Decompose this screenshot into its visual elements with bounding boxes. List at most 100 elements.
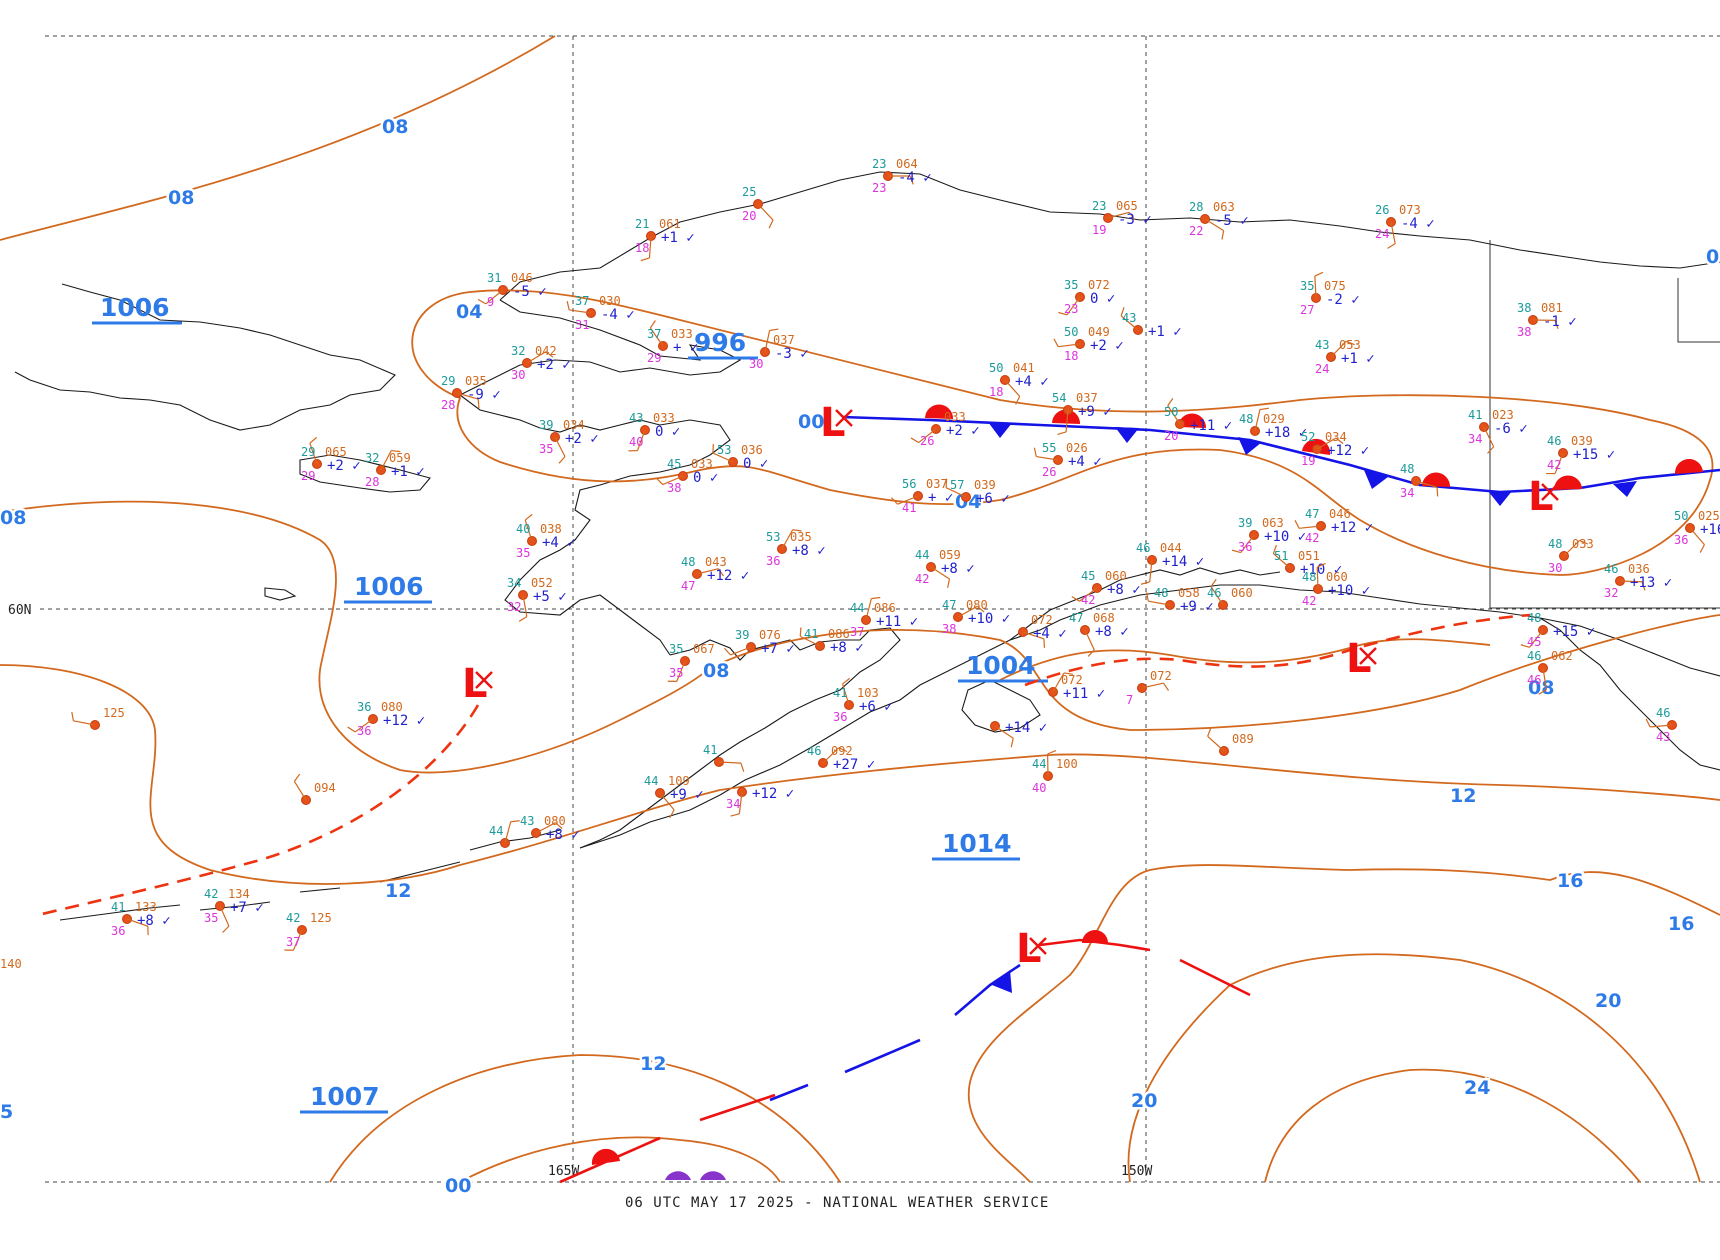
station-dewpoint: 30 bbox=[1548, 561, 1562, 575]
isobar-1016-south bbox=[329, 1054, 841, 1183]
wind-barb-flag bbox=[792, 529, 802, 532]
wind-barb-flag bbox=[1057, 431, 1067, 436]
low-center: L bbox=[1528, 474, 1559, 520]
station-plot: 53 035 36 +8 ✓ bbox=[766, 529, 826, 568]
isobar-label: 12 bbox=[385, 880, 411, 902]
station-dewpoint: 47 bbox=[681, 579, 695, 593]
station-pressure-tendency: +11 ✓ bbox=[876, 614, 918, 630]
wind-barb-flag bbox=[1538, 689, 1547, 695]
wind-barb bbox=[309, 443, 318, 465]
cold-front-symbols bbox=[988, 422, 1637, 506]
isobar-label: 5 bbox=[0, 1101, 13, 1123]
station-temperature: 46 bbox=[1547, 434, 1561, 448]
station-plot: 28 063 22 -5 ✓ bbox=[1189, 200, 1249, 240]
station-pressure-tendency: -3 ✓ bbox=[1118, 212, 1152, 228]
kenai-coast bbox=[1009, 567, 1281, 641]
station-dewpoint: 18 bbox=[989, 385, 1003, 399]
wind-barb-flag bbox=[649, 320, 656, 329]
wind-barb bbox=[730, 646, 752, 656]
station-pressure-tendency: +1 ✓ bbox=[1341, 351, 1375, 367]
station-dewpoint: 26 bbox=[920, 434, 934, 448]
station-pressure: 033 bbox=[691, 457, 713, 471]
wind-barb-flag bbox=[871, 596, 881, 600]
isobar-label: 140 bbox=[0, 957, 22, 971]
station-temperature: 51 bbox=[1274, 549, 1288, 563]
station-plot: 072 7 bbox=[1126, 669, 1172, 707]
station-temperature: 34 bbox=[507, 576, 521, 590]
station-dewpoint: 36 bbox=[1238, 540, 1252, 554]
wind-barb-flag bbox=[510, 820, 520, 823]
wind-barb-flag bbox=[669, 809, 675, 819]
wind-barb bbox=[918, 428, 937, 444]
station-plot: 39 034 35 +2 ✓ bbox=[539, 418, 599, 464]
wind-barb bbox=[841, 683, 850, 706]
wind-barb bbox=[456, 392, 479, 400]
station-plot: 44 059 42 +8 ✓ bbox=[915, 548, 975, 588]
station-pressure-tendency: +8 ✓ bbox=[941, 561, 975, 577]
station-pressure: 051 bbox=[1298, 549, 1320, 563]
wind-barb bbox=[1619, 580, 1643, 583]
wind-barb-flag bbox=[1294, 520, 1300, 529]
station-pressure: 073 bbox=[1399, 203, 1421, 217]
wind-barb-flag bbox=[1579, 539, 1589, 545]
station-pressure-tendency: +7 ✓ bbox=[761, 641, 795, 657]
wind-barb bbox=[945, 487, 967, 498]
station-pressure-tendency: -1 ✓ bbox=[1543, 314, 1577, 330]
station-dewpoint: 18 bbox=[635, 241, 649, 255]
station-pressure-tendency: +12 ✓ bbox=[383, 713, 425, 729]
isobar-label: 00 bbox=[445, 1175, 471, 1197]
station-temperature: 50 bbox=[1164, 405, 1178, 419]
station-pressure-tendency: -3 ✓ bbox=[775, 346, 809, 362]
low-center: L bbox=[1346, 636, 1377, 682]
wind-barb-flag bbox=[524, 513, 533, 521]
station-plot: 34 +12 ✓ bbox=[726, 786, 794, 817]
wind-barb-flag bbox=[717, 568, 725, 577]
station-temperature: 25 bbox=[742, 185, 756, 199]
station-pressure: 068 bbox=[1093, 611, 1115, 625]
wind-barb-flag bbox=[1231, 549, 1241, 554]
wind-barb bbox=[535, 822, 556, 834]
station-pressure: 053 bbox=[1339, 338, 1361, 352]
wind-barb bbox=[930, 566, 950, 580]
station-plot: 41 133 36 +8 ✓ bbox=[111, 900, 171, 938]
cold-front-south bbox=[769, 963, 1021, 1102]
station-pressure-tendency: 0 ✓ bbox=[1090, 291, 1115, 307]
station-pressure: 065 bbox=[1116, 199, 1138, 213]
station-plot: 35 067 35 bbox=[667, 642, 715, 682]
wind-barb bbox=[569, 309, 592, 314]
station-temperature: 48 bbox=[1239, 412, 1253, 426]
station-pressure-tendency: +16 ✓ bbox=[1700, 522, 1720, 538]
station-pressure: 026 bbox=[1066, 441, 1088, 455]
station-pressure: 133 bbox=[135, 900, 157, 914]
wind-barb bbox=[764, 330, 771, 353]
station-pressure-tendency: +8 ✓ bbox=[546, 827, 580, 843]
station-pressure: 042 bbox=[535, 344, 557, 358]
isobar-label: 16 bbox=[1668, 913, 1694, 935]
station-plot: 50 20 +11 ✓ bbox=[1164, 398, 1232, 443]
isobar-label: 24 bbox=[1464, 1077, 1490, 1099]
station-plot: 43 080+8 ✓ bbox=[520, 814, 580, 843]
station-temperature: 23 bbox=[1092, 199, 1106, 213]
station-dewpoint: 38 bbox=[1517, 325, 1531, 339]
station-pressure: 046 bbox=[1329, 507, 1351, 521]
station-temperature: 37 bbox=[575, 294, 589, 308]
station-plot: 47 080 38 +10 ✓ bbox=[942, 598, 1010, 636]
station-dewpoint: 18 bbox=[1064, 349, 1078, 363]
station-temperature: 48 bbox=[1154, 586, 1168, 600]
station-dewpoint: 38 bbox=[942, 622, 956, 636]
warm-front-symbol bbox=[1082, 930, 1108, 943]
wind-barb-flag bbox=[1316, 562, 1326, 568]
wind-barb bbox=[712, 452, 734, 463]
station-pressure: 030 bbox=[599, 294, 621, 308]
wind-barb bbox=[1084, 629, 1095, 651]
station-temperature: 35 bbox=[669, 642, 683, 656]
station-temperature: 46 bbox=[1604, 562, 1618, 576]
station-plot: 41 086+8 ✓ bbox=[799, 627, 864, 656]
station-plot: 47 068+8 ✓ bbox=[1069, 611, 1129, 657]
station-plot: 033 26 +2 ✓ bbox=[910, 410, 980, 448]
station-pressure: 063 bbox=[1213, 200, 1235, 214]
wind-barb bbox=[1330, 340, 1347, 358]
station-dewpoint: 34 bbox=[726, 797, 740, 811]
station-temperature: 45 bbox=[667, 457, 681, 471]
station-plot: 43 +1 ✓ bbox=[1120, 307, 1182, 340]
